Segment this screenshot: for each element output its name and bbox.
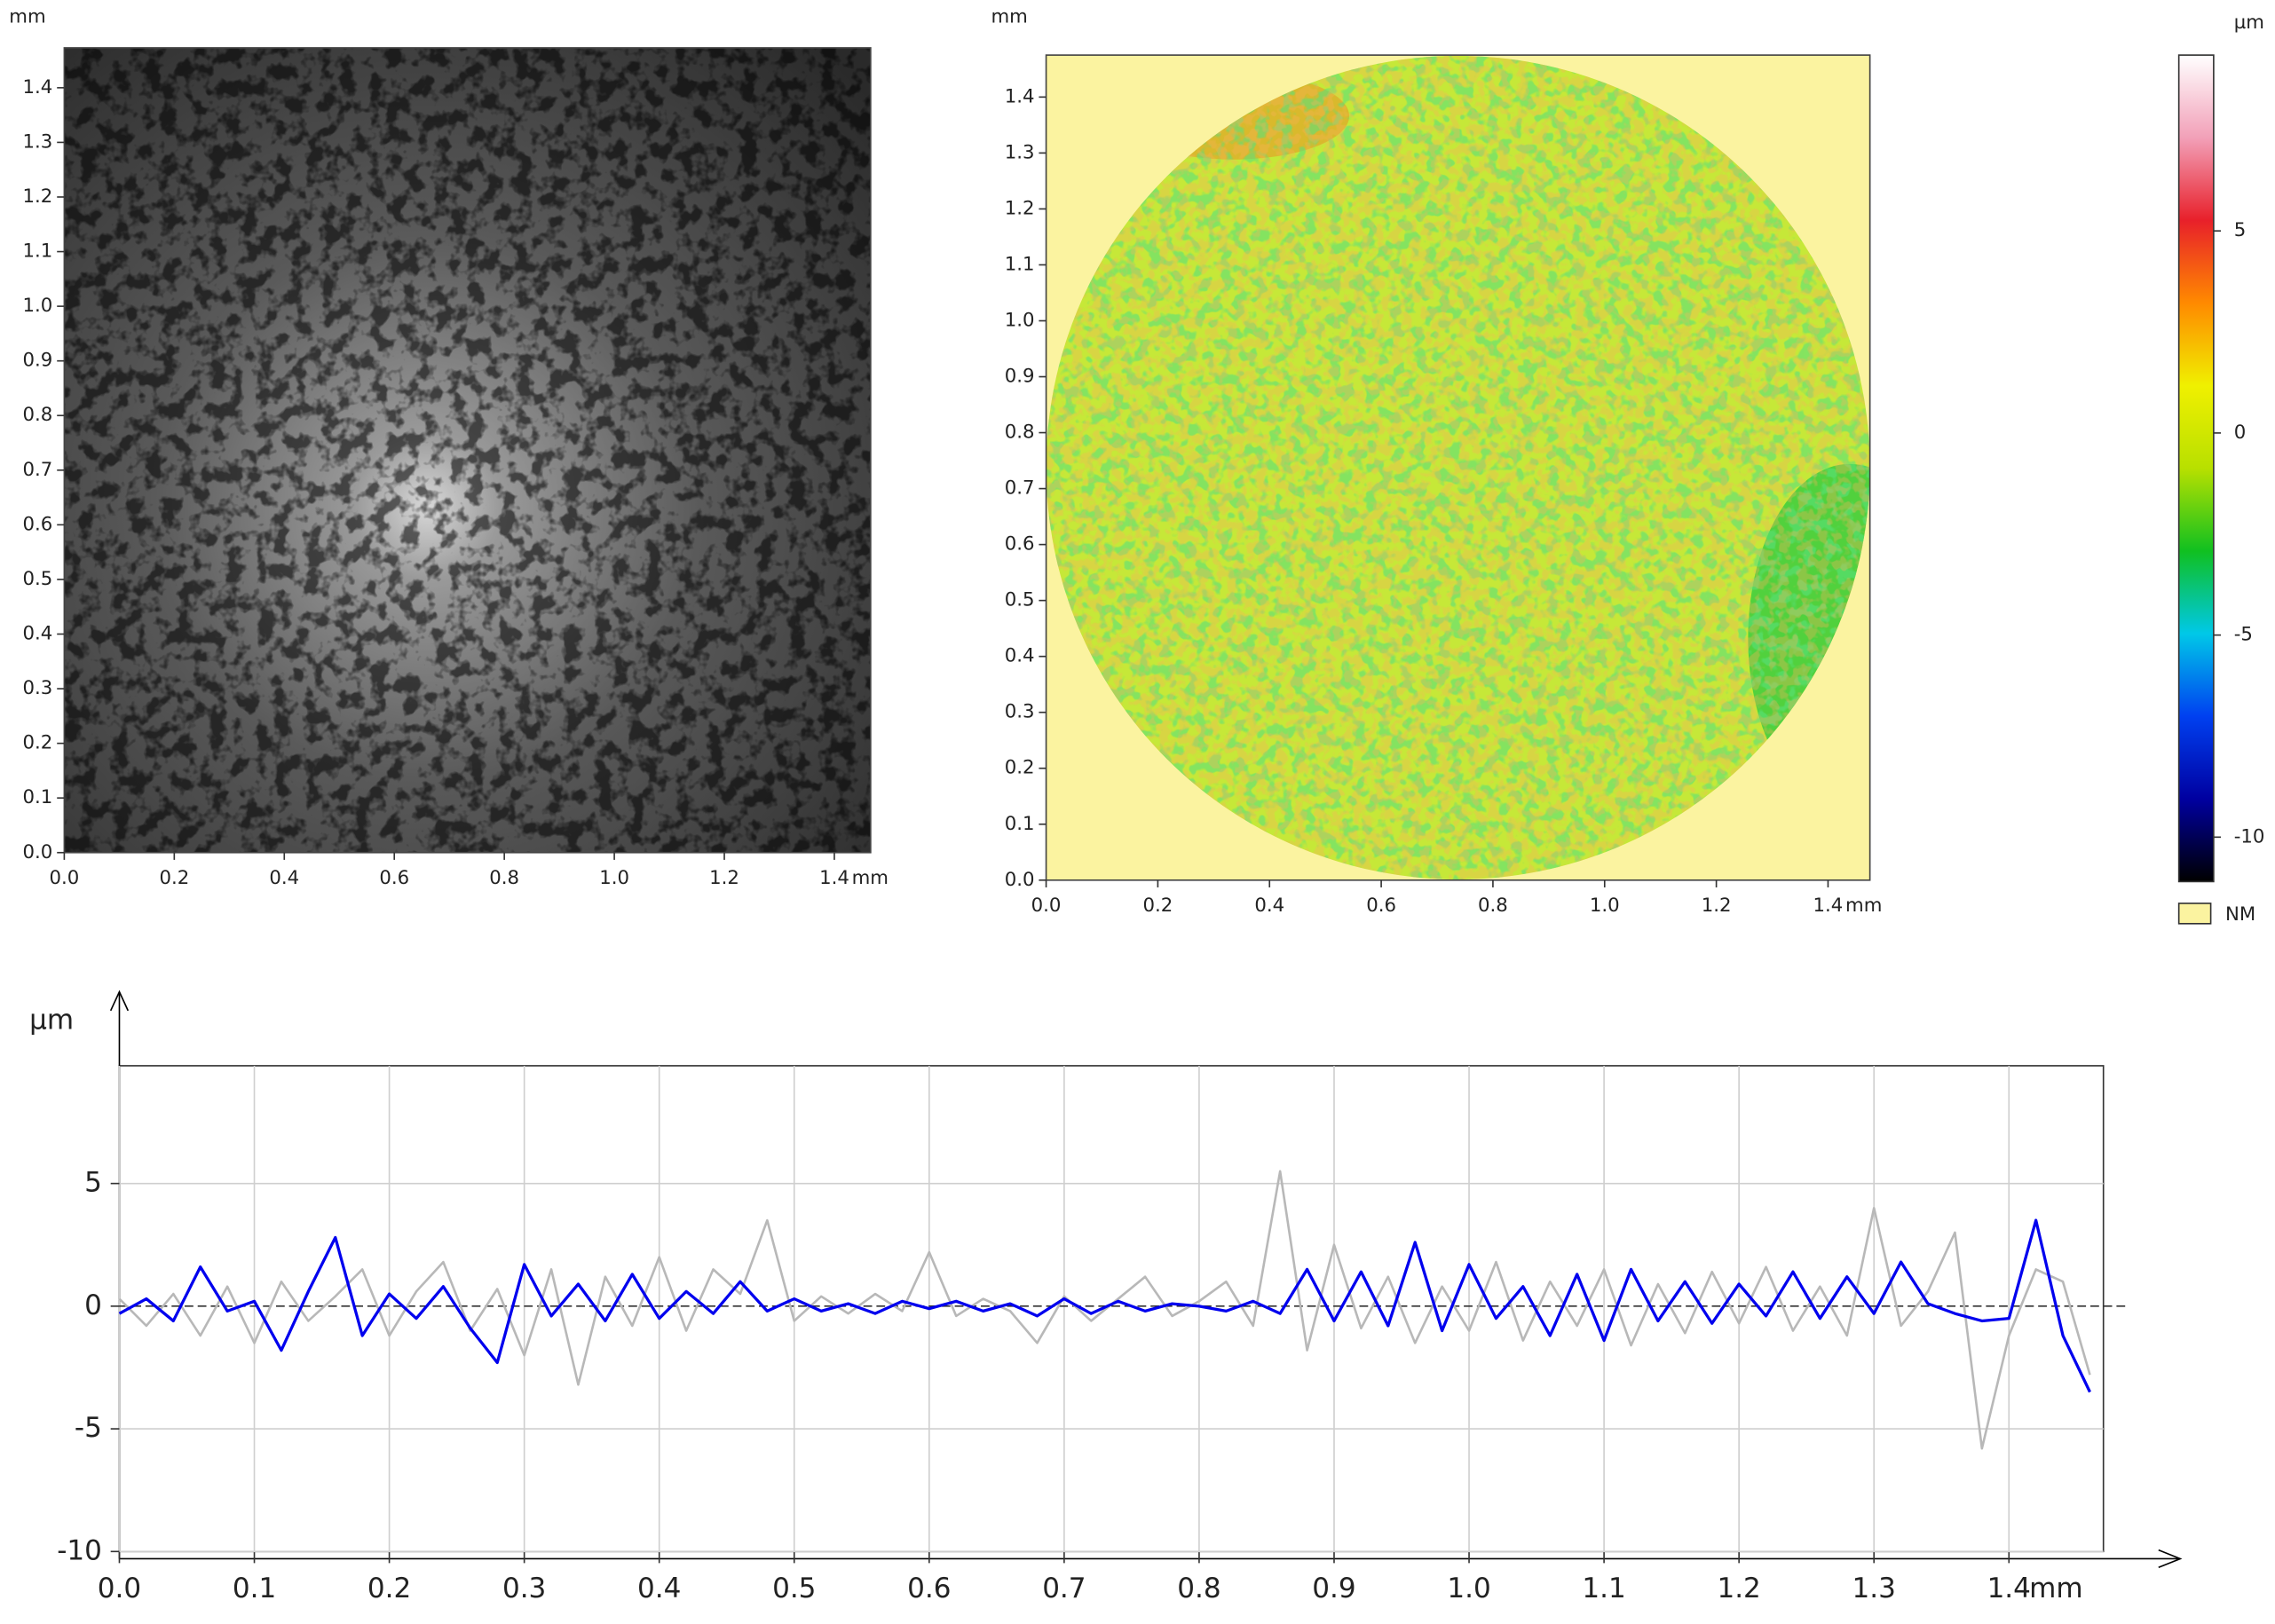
profile-line bbox=[118, 1170, 2091, 1450]
x-tick-label: 1.0 bbox=[1590, 895, 1620, 917]
x-tick-label: 1.1 bbox=[1582, 1573, 1625, 1604]
x-arrow bbox=[2158, 1549, 2183, 1569]
y-tick-label: 0.3 bbox=[23, 677, 53, 699]
y-tick-label: 0.4 bbox=[23, 622, 53, 644]
y-tick-label: 0.1 bbox=[23, 786, 53, 808]
y-unit: µm bbox=[29, 1004, 74, 1036]
y-tick-label: 0.2 bbox=[23, 732, 53, 754]
colorbar-tick-label: -10 bbox=[2234, 825, 2265, 847]
x-tick-label: 1.0 bbox=[1447, 1573, 1490, 1604]
y-tick-label: 0 bbox=[84, 1289, 102, 1321]
y-tick-label: 0.8 bbox=[1005, 422, 1035, 444]
colorbar-unit: µm bbox=[2234, 12, 2264, 34]
y-tick-label: 1.0 bbox=[23, 295, 53, 317]
colorbar-tick-label: 0 bbox=[2234, 422, 2247, 444]
x-tick-label: 1.2 bbox=[1702, 895, 1732, 917]
micrograph-texture bbox=[64, 47, 871, 853]
x-unit: mm bbox=[852, 867, 889, 889]
y-tick-label: 1.1 bbox=[23, 240, 53, 263]
x-tick-label: 0.7 bbox=[1042, 1573, 1086, 1604]
y-tick-label: 1.4 bbox=[23, 76, 53, 99]
x-tick-label: 0.6 bbox=[379, 867, 409, 889]
x-tick-label: 0.6 bbox=[907, 1573, 951, 1604]
x-tick-label: 0.8 bbox=[1177, 1573, 1220, 1604]
frame bbox=[63, 47, 872, 854]
height-texture bbox=[1046, 55, 1870, 879]
x-tick-label: 0.4 bbox=[637, 1573, 681, 1604]
x-tick-label: 1.2 bbox=[709, 867, 739, 889]
y-tick-label: 0.5 bbox=[23, 568, 53, 590]
x-tick-label: 1.0 bbox=[599, 867, 629, 889]
x-tick-label: 0.0 bbox=[98, 1573, 141, 1604]
y-tick-label: 0.6 bbox=[23, 513, 53, 535]
y-tick-label: 1.1 bbox=[1005, 253, 1035, 275]
colorbar-tick-label: -5 bbox=[2234, 624, 2253, 646]
y-tick-label: 0.1 bbox=[1005, 813, 1035, 835]
x-unit: mm bbox=[1845, 895, 1882, 917]
y-tick-label: 0.4 bbox=[1005, 645, 1035, 667]
x-tick-label: 0.9 bbox=[1312, 1573, 1355, 1604]
y-tick-label: 0.8 bbox=[23, 404, 53, 426]
y-unit: mm bbox=[991, 6, 1027, 28]
colorbar-tick-label: 5 bbox=[2234, 219, 2247, 241]
y-tick-label: 1.2 bbox=[23, 185, 53, 208]
y-tick-label: 1.0 bbox=[1005, 309, 1035, 331]
no-data-label: NM bbox=[2225, 903, 2255, 926]
x-tick-label: 0.2 bbox=[367, 1573, 411, 1604]
frame bbox=[1045, 54, 1871, 881]
x-tick-label: 0.3 bbox=[502, 1573, 546, 1604]
x-tick-label: 0.2 bbox=[1143, 895, 1173, 917]
y-tick-label: 0.2 bbox=[1005, 757, 1035, 779]
x-tick-label: 0.8 bbox=[489, 867, 519, 889]
y-tick-label: -10 bbox=[57, 1534, 102, 1566]
y-tick-label: 1.3 bbox=[23, 130, 53, 153]
x-tick-label: 0.5 bbox=[772, 1573, 816, 1604]
y-tick-label: 0.3 bbox=[1005, 701, 1035, 723]
x-tick-label: 0.4 bbox=[269, 867, 299, 889]
x-tick-label: 0.4 bbox=[1254, 895, 1284, 917]
x-tick-label: 1.4 bbox=[819, 867, 849, 889]
y-tick-label: 1.4 bbox=[1005, 85, 1035, 107]
profile-line bbox=[118, 1218, 2091, 1393]
no-data-swatch bbox=[2177, 903, 2212, 925]
y-tick-label: 0.9 bbox=[23, 350, 53, 372]
x-tick-label: 1.3 bbox=[1852, 1573, 1896, 1604]
colorbar bbox=[2177, 54, 2215, 883]
y-tick-label: 0.9 bbox=[1005, 366, 1035, 388]
y-tick-label: 0.0 bbox=[23, 841, 53, 863]
y-tick-label: 0.0 bbox=[1005, 869, 1035, 891]
y-tick-label: 0.6 bbox=[1005, 533, 1035, 556]
x-tick-label: 0.1 bbox=[233, 1573, 276, 1604]
x-unit: mm bbox=[2029, 1573, 2082, 1604]
x-tick-label: 1.2 bbox=[1717, 1573, 1760, 1604]
y-tick-label: -5 bbox=[75, 1412, 102, 1444]
x-tick-label: 0.0 bbox=[1031, 895, 1062, 917]
y-tick-label: 1.2 bbox=[1005, 197, 1035, 219]
x-tick-label: 1.4 bbox=[1987, 1573, 2031, 1604]
y-unit: mm bbox=[9, 6, 45, 28]
y-tick-label: 5 bbox=[84, 1167, 102, 1199]
x-tick-label: 1.4 bbox=[1813, 895, 1844, 917]
y-tick-label: 0.5 bbox=[1005, 589, 1035, 611]
y-arrow bbox=[109, 989, 130, 1012]
y-tick-label: 0.7 bbox=[1005, 477, 1035, 500]
x-tick-label: 0.2 bbox=[159, 867, 189, 889]
x-tick-label: 0.8 bbox=[1478, 895, 1508, 917]
x-tick-label: 0.6 bbox=[1366, 895, 1396, 917]
y-tick-label: 0.7 bbox=[23, 459, 53, 481]
y-tick-label: 1.3 bbox=[1005, 141, 1035, 163]
x-tick-label: 0.0 bbox=[50, 867, 80, 889]
